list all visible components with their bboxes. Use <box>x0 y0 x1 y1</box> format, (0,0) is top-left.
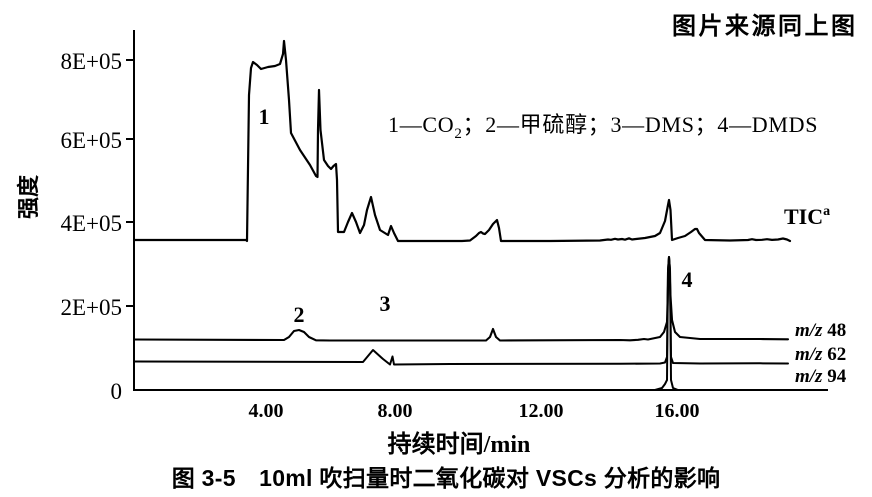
svg-text:8E+05: 8E+05 <box>60 49 122 74</box>
svg-text:3: 3 <box>380 291 391 316</box>
svg-text:1: 1 <box>259 104 270 129</box>
svg-text:2: 2 <box>294 302 305 327</box>
svg-text:强度: 强度 <box>16 174 41 219</box>
svg-text:持续时间/min: 持续时间/min <box>388 430 531 458</box>
svg-text:6E+05: 6E+05 <box>60 128 122 153</box>
svg-text:4E+05: 4E+05 <box>60 211 122 236</box>
svg-text:4: 4 <box>682 267 693 292</box>
svg-text:TICa: TICa <box>784 204 830 229</box>
svg-text:1—CO2；2—甲硫醇；3—DMS；4—DMDS: 1—CO2；2—甲硫醇；3—DMS；4—DMDS <box>388 112 818 142</box>
svg-text:8.00: 8.00 <box>378 400 413 422</box>
svg-text:图片来源同上图: 图片来源同上图 <box>672 12 858 40</box>
svg-text:2E+05: 2E+05 <box>60 295 122 320</box>
svg-text:0: 0 <box>111 379 123 404</box>
svg-text:12.00: 12.00 <box>519 400 564 422</box>
svg-text:16.00: 16.00 <box>655 400 700 422</box>
svg-text:m/z 94: m/z 94 <box>795 366 847 387</box>
svg-text:4.00: 4.00 <box>249 400 284 422</box>
svg-text:m/z 62: m/z 62 <box>795 344 846 365</box>
svg-text:m/z 48: m/z 48 <box>795 320 846 341</box>
svg-text:图 3-5 10ml 吹扫量时二氧化碳对 VSCs 分析的影: 图 3-5 10ml 吹扫量时二氧化碳对 VSCs 分析的影响 <box>172 465 721 491</box>
